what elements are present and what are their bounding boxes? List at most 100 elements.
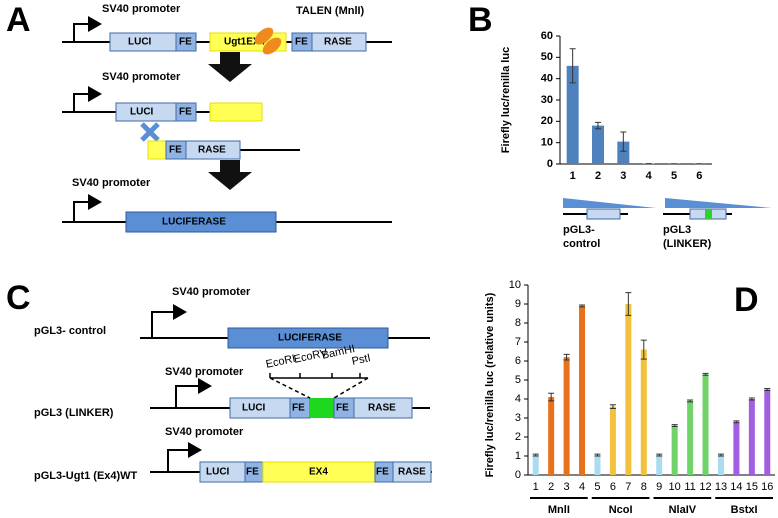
bar (609, 406, 616, 475)
box-label: RASE (398, 467, 426, 478)
x-tick-label: 4 (579, 481, 585, 493)
talen-label: TALEN (MnlI) (296, 5, 365, 17)
group-label: NcoI (609, 504, 633, 516)
error-bar (687, 399, 694, 403)
box-label: RASE (198, 145, 226, 156)
promoter-label: SV40 promoter (102, 71, 181, 83)
bar (748, 399, 755, 475)
x-tick-label: 6 (610, 481, 616, 493)
y-tick-label: 0 (547, 158, 553, 170)
x-tick-label: 15 (746, 481, 758, 493)
box-label: FE (336, 403, 349, 414)
error-bar (717, 453, 724, 457)
box-label: FE (295, 37, 308, 48)
error-bar (563, 353, 570, 361)
promoter-label: SV40 promoter (172, 286, 251, 298)
x-tick-label: 9 (656, 481, 662, 493)
box-label: FE (179, 107, 192, 118)
x-tick-label: 16 (761, 481, 773, 493)
box-label: RASE (324, 37, 352, 48)
bar (617, 141, 630, 164)
y-tick-label: 3 (515, 412, 521, 424)
panel-labels: A B C D (6, 1, 759, 319)
bar (702, 374, 709, 475)
bar (563, 357, 570, 475)
box-label: FE (376, 467, 389, 478)
error-bar (764, 388, 771, 391)
construct-label: pGL3- (563, 224, 595, 236)
bar (566, 65, 579, 164)
error-bar (569, 48, 576, 84)
bar (687, 400, 694, 475)
y-tick-label: 0 (515, 469, 521, 481)
promoter-label: SV40 promoter (102, 3, 181, 15)
bar (733, 421, 740, 475)
x-tick-label: 6 (696, 170, 702, 182)
x-tick-label: 1 (533, 481, 539, 493)
construct-label: pGL3 (663, 224, 691, 236)
panel-label: B (468, 1, 493, 39)
box-label: FE (179, 37, 192, 48)
panel-label: C (6, 279, 31, 317)
bar (656, 455, 663, 475)
box-label: LUCIFERASE (162, 217, 226, 228)
error-bar (579, 304, 586, 308)
y-tick-label: 2 (515, 431, 521, 443)
group-label: MnlI (548, 504, 570, 516)
y-tick-label: 7 (515, 336, 521, 348)
bar (625, 304, 632, 475)
group-label: BstxI (731, 504, 758, 516)
error-bar (594, 453, 601, 457)
x-tick-label: 2 (548, 481, 554, 493)
box-label: Ugt1EX4 (224, 37, 266, 48)
diagram-c: pGL3- control SV40 promoter LUCI FE RASE p… (34, 286, 432, 483)
error-bar (620, 131, 627, 152)
error-bar (702, 372, 709, 376)
y-tick-label: 1 (515, 450, 521, 462)
box-label: FE (169, 145, 182, 156)
error-bar (609, 404, 616, 409)
box-label: LUCI (128, 37, 152, 48)
x-tick-label: 14 (730, 481, 742, 493)
box-label: FE (246, 467, 259, 478)
promoter-label: SV40 promoter (165, 366, 244, 378)
x-tick-label: 13 (715, 481, 727, 493)
x-tick-label: 1 (570, 170, 576, 182)
box-label: LUCI (130, 107, 154, 118)
x-tick-label: 5 (594, 481, 600, 493)
x-tick-label: 3 (620, 170, 626, 182)
bar (717, 455, 724, 475)
error-bar (656, 453, 663, 457)
bar (532, 455, 539, 475)
x-tick-label: 3 (564, 481, 570, 493)
bar (671, 425, 678, 475)
box-label: LUCI (242, 403, 266, 414)
y-axis-label: Firefly luc/renilla luc (relative units) (484, 292, 496, 477)
box-label: EX4 (309, 467, 328, 478)
row-label: pGL3 (LINKER) (34, 407, 114, 419)
error-bar (640, 339, 647, 360)
y-tick-label: 30 (541, 94, 553, 106)
y-axis-label: Firefly luc/renilla luc (500, 47, 512, 153)
error-bar (595, 121, 601, 130)
x-tick-label: 11 (684, 481, 695, 493)
y-tick-label: 10 (541, 137, 553, 149)
construct-label: control (563, 238, 600, 250)
y-tick-label: 9 (515, 298, 521, 310)
row-label: pGL3- control (34, 325, 106, 337)
x-tick-label: 5 (671, 170, 677, 182)
box-label: LUCI (206, 467, 230, 478)
x-tick-label: 12 (699, 481, 711, 493)
site-label: EcoRI (265, 353, 297, 371)
panel-label: D (734, 281, 759, 319)
y-tick-label: 50 (541, 51, 553, 63)
bar (764, 389, 771, 475)
panel-label: A (6, 1, 31, 39)
y-tick-label: 60 (541, 30, 553, 42)
bar (579, 305, 586, 475)
y-tick-label: 20 (541, 115, 553, 127)
y-tick-label: 40 (541, 73, 553, 85)
box-label: FE (292, 403, 305, 414)
x-tick-label: 4 (646, 170, 653, 182)
